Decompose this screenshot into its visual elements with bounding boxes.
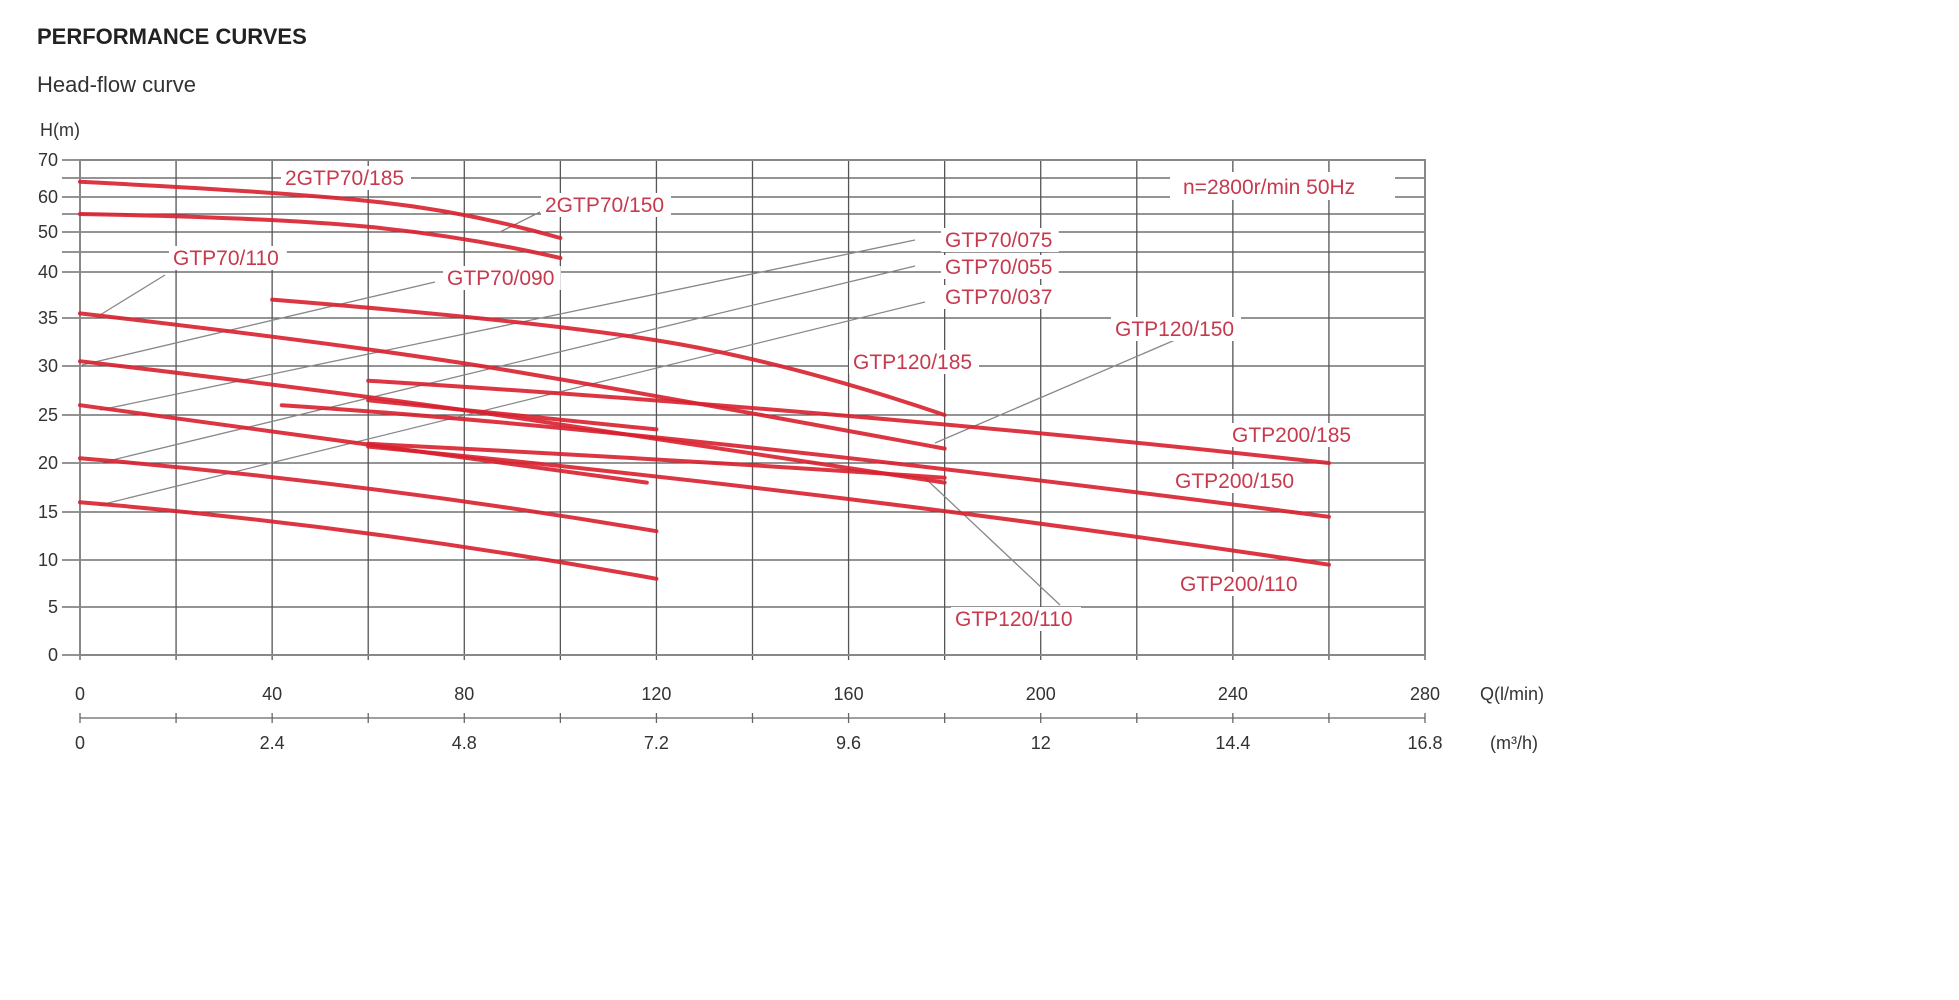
y-tick-label: 15 (38, 502, 58, 522)
series-label: 2GTP70/185 (285, 167, 404, 190)
x-tick-label: 160 (834, 684, 864, 704)
x-tick-label: 120 (641, 684, 671, 704)
x-tick-label: 0 (75, 684, 85, 704)
label-bg (1111, 317, 1241, 341)
series-label: GTP70/055 (945, 256, 1052, 279)
series-label: GTP200/150 (1175, 470, 1294, 493)
leader-line (99, 265, 916, 464)
curve-gtp70-037 (78, 500, 659, 581)
series-label: GTP70/037 (945, 286, 1052, 309)
series-label: GTP70/090 (447, 267, 554, 290)
curve-gtp70-075 (78, 403, 649, 485)
chart-subtitle: Head-flow curve (37, 72, 196, 97)
label-bg (1228, 423, 1358, 447)
series-label: GTP200/110 (1180, 573, 1298, 596)
x2-tick-label: 2.4 (260, 733, 285, 753)
label-bg (849, 350, 979, 374)
annotation-bg (1170, 172, 1395, 200)
x-tick-label: 200 (1026, 684, 1056, 704)
speed-annotation: n=2800r/min 50Hz (1183, 176, 1355, 199)
y-tick-label: 30 (38, 356, 58, 376)
y-tick-label: 40 (38, 262, 58, 282)
x2-tick-label: 14.4 (1215, 733, 1250, 753)
x-tick-label: 280 (1410, 684, 1440, 704)
curve-gtp120-110 (366, 441, 947, 480)
label-bg (1176, 572, 1306, 596)
series-label: GTP120/185 (853, 351, 972, 374)
x-tick-label: 40 (262, 684, 282, 704)
label-bg (941, 255, 1059, 279)
y-tick-label: 0 (48, 645, 58, 665)
curve-gtp70-090 (78, 359, 947, 485)
curve-gtp200-110 (366, 444, 1331, 567)
y-tick-label: 35 (38, 308, 58, 328)
curve-gtp70-110 (78, 311, 947, 451)
leader-line (99, 274, 166, 316)
label-bg (951, 607, 1081, 631)
y-tick-label: 5 (48, 597, 58, 617)
y-tick-label: 60 (38, 187, 58, 207)
x-tick-label: 80 (454, 684, 474, 704)
label-bg (443, 266, 561, 290)
x2-tick-label: 7.2 (644, 733, 669, 753)
x2-tick-label: 12 (1031, 733, 1051, 753)
series-label: GTP70/110 (173, 247, 279, 270)
x2-tick-label: 16.8 (1407, 733, 1442, 753)
leader-line (499, 211, 541, 233)
label-bg (941, 285, 1059, 309)
y-tick-label: 50 (38, 222, 58, 242)
y-tick-label: 25 (38, 405, 58, 425)
label-bg (1171, 469, 1301, 493)
plot-frame (79, 159, 1426, 656)
y-tick-label: 20 (38, 453, 58, 473)
curve-gtp200-150 (279, 403, 1331, 519)
leader-line (924, 477, 1061, 606)
y-axis-label: H(m) (40, 120, 80, 140)
x-tick-label: 240 (1218, 684, 1248, 704)
x2-tick-label: 9.6 (836, 733, 861, 753)
curve-gtp120-185 (270, 297, 947, 417)
leader-line (99, 301, 926, 506)
x-axis-label: Q(l/min) (1480, 684, 1544, 704)
series-label: GTP70/075 (945, 229, 1052, 252)
curve-gtp200-185 (366, 378, 1331, 465)
curve-gtp120-150 (366, 398, 659, 432)
x2-tick-label: 0 (75, 733, 85, 753)
curve-gtp70-055 (78, 456, 659, 534)
y-tick-label: 10 (38, 550, 58, 570)
x2-axis-label: (m³/h) (1490, 733, 1538, 753)
label-bg (169, 246, 287, 270)
leader-line (81, 281, 436, 366)
x2-tick-label: 4.8 (452, 733, 477, 753)
curve-2gtp70-185 (78, 179, 563, 240)
chart-heading: PERFORMANCE CURVES (37, 24, 307, 49)
y-tick-label: 70 (38, 150, 58, 170)
series-label: GTP120/150 (1115, 318, 1234, 341)
curve-2gtp70-150 (78, 212, 563, 260)
series-label: 2GTP70/150 (545, 194, 664, 217)
label-bg (281, 166, 411, 190)
series-label: GTP120/110 (955, 608, 1073, 631)
label-bg (941, 228, 1059, 252)
label-bg (541, 193, 671, 217)
series-label: GTP200/185 (1232, 424, 1351, 447)
